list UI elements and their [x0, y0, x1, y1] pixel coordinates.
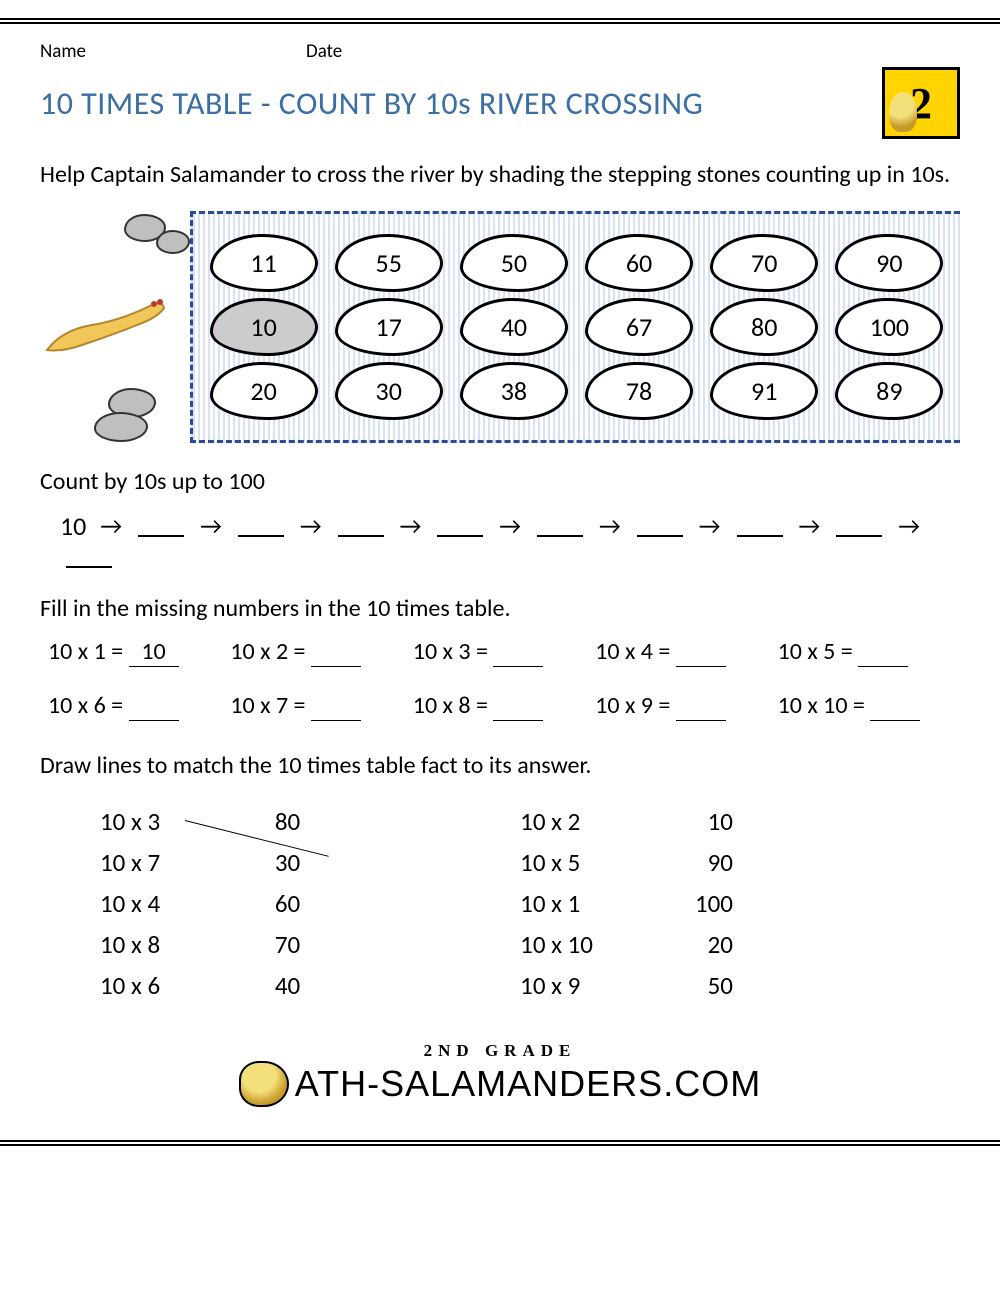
count-sequence[interactable]: 10→→→→→→→→→ — [40, 510, 960, 568]
stone[interactable]: 60 — [585, 234, 693, 292]
salamander-icon — [42, 290, 172, 360]
stone[interactable]: 90 — [835, 234, 943, 292]
fill-label: Fill in the missing numbers in the 10 ti… — [40, 594, 960, 623]
stone[interactable]: 91 — [710, 362, 818, 420]
instructions: Help Captain Salamander to cross the riv… — [40, 157, 960, 193]
fill-item[interactable]: 10 x 5 = — [778, 637, 952, 667]
fill-item[interactable]: 10 x 3 = — [413, 637, 587, 667]
footer: 2ND GRADE ATH-SALAMANDERS.COM — [0, 1031, 1000, 1146]
stone[interactable]: 11 — [210, 234, 318, 292]
count-blank[interactable] — [238, 515, 284, 537]
count-blank[interactable] — [437, 515, 483, 537]
stone[interactable]: 30 — [335, 362, 443, 420]
fill-item[interactable]: 10 x 1 = 10 — [48, 637, 222, 667]
stone[interactable]: 40 — [460, 298, 568, 356]
fill-item[interactable]: 10 x 6 = — [48, 691, 222, 721]
match-fact[interactable]: 10 x 5 — [520, 847, 593, 878]
stone[interactable]: 78 — [585, 362, 693, 420]
stone[interactable]: 55 — [335, 234, 443, 292]
stone[interactable]: 38 — [460, 362, 568, 420]
match-answer[interactable]: 10 — [673, 806, 733, 837]
stone[interactable]: 67 — [585, 298, 693, 356]
footer-grade: 2ND GRADE — [0, 1041, 1000, 1061]
name-label: Name — [40, 40, 86, 63]
match-answer[interactable]: 100 — [673, 888, 733, 919]
stone[interactable]: 17 — [335, 298, 443, 356]
match-answer[interactable]: 60 — [240, 888, 300, 919]
count-blank[interactable] — [637, 515, 683, 537]
count-blank[interactable] — [66, 546, 112, 568]
match-fact[interactable]: 10 x 4 — [100, 888, 160, 919]
match-answer[interactable]: 80 — [240, 806, 300, 837]
footer-site: ATH-SALAMANDERS.COM — [295, 1063, 761, 1105]
count-blank[interactable] — [537, 515, 583, 537]
count-blank[interactable] — [138, 515, 184, 537]
match-fact[interactable]: 10 x 8 — [100, 929, 160, 960]
stone[interactable]: 20 — [210, 362, 318, 420]
match-answer[interactable]: 50 — [673, 970, 733, 1001]
fill-item[interactable]: 10 x 7 = — [230, 691, 404, 721]
match-fact[interactable]: 10 x 10 — [520, 929, 593, 960]
match-fact[interactable]: 10 x 6 — [100, 970, 160, 1001]
stone[interactable]: 100 — [835, 298, 943, 356]
match-answer[interactable]: 40 — [240, 970, 300, 1001]
match-fact[interactable]: 10 x 2 — [520, 806, 593, 837]
match-answer[interactable]: 30 — [240, 847, 300, 878]
river-crossing: 11 55 50 60 70 90 10 17 40 67 80 100 20 30 38 78 91 89 — [40, 211, 960, 443]
stone[interactable]: 50 — [460, 234, 568, 292]
fill-item[interactable]: 10 x 2 = — [230, 637, 404, 667]
match-area[interactable]: 10 x 3 10 x 7 10 x 4 10 x 8 10 x 6 80 30 60 70 4… — [40, 794, 960, 1031]
count-blank[interactable] — [338, 515, 384, 537]
fill-item[interactable]: 10 x 10 = — [778, 691, 952, 721]
stone[interactable]: 89 — [835, 362, 943, 420]
footer-logo-icon — [239, 1061, 289, 1107]
match-label: Draw lines to match the 10 times table f… — [40, 751, 960, 780]
count-label: Count by 10s up to 100 — [40, 467, 960, 496]
date-label: Date — [306, 40, 342, 63]
grade-logo: 2 — [882, 67, 960, 139]
match-answer[interactable]: 70 — [240, 929, 300, 960]
count-blank[interactable] — [737, 515, 783, 537]
fill-item[interactable]: 10 x 8 = — [413, 691, 587, 721]
stone[interactable]: 10 — [210, 298, 318, 356]
match-answer[interactable]: 90 — [673, 847, 733, 878]
stone[interactable]: 70 — [710, 234, 818, 292]
match-fact[interactable]: 10 x 7 — [100, 847, 160, 878]
match-fact[interactable]: 10 x 9 — [520, 970, 593, 1001]
match-answer[interactable]: 20 — [673, 929, 733, 960]
page-title: 10 TIMES TABLE - COUNT BY 10s RIVER CROS… — [40, 84, 870, 123]
match-fact[interactable]: 10 x 3 — [100, 806, 160, 837]
stone[interactable]: 80 — [710, 298, 818, 356]
fill-grid[interactable]: 10 x 1 = 10 10 x 2 = 10 x 3 = 10 x 4 = 10… — [40, 637, 960, 721]
count-blank[interactable] — [836, 515, 882, 537]
match-fact[interactable]: 10 x 1 — [520, 888, 593, 919]
fill-item[interactable]: 10 x 4 = — [595, 637, 769, 667]
fill-item[interactable]: 10 x 9 = — [595, 691, 769, 721]
